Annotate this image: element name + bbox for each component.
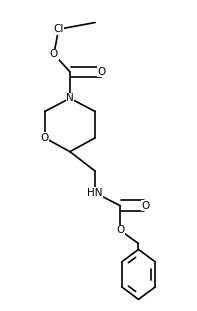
Text: N: N <box>66 93 74 103</box>
Text: Cl: Cl <box>53 24 64 34</box>
Text: O: O <box>41 133 49 143</box>
Text: O: O <box>116 225 124 235</box>
Text: O: O <box>141 201 150 211</box>
Text: O: O <box>50 49 58 59</box>
Text: O: O <box>98 67 106 77</box>
Text: HN: HN <box>87 188 103 198</box>
